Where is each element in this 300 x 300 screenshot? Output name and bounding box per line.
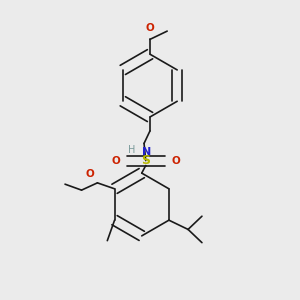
Text: H: H	[128, 145, 135, 155]
Text: O: O	[146, 23, 155, 33]
Text: O: O	[85, 169, 94, 179]
Text: S: S	[141, 154, 150, 167]
Text: N: N	[142, 147, 151, 157]
Text: O: O	[172, 156, 180, 166]
Text: O: O	[111, 156, 120, 166]
